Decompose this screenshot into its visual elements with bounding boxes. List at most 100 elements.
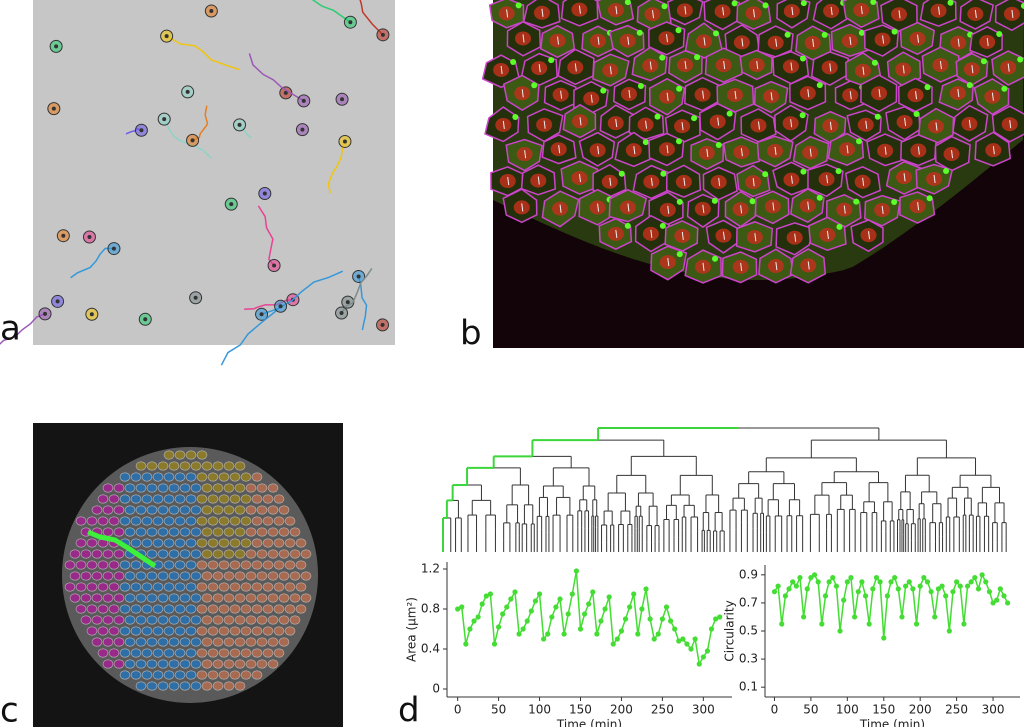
data-point <box>895 586 901 592</box>
polarity <box>521 203 524 212</box>
marker <box>660 170 667 177</box>
cell <box>157 615 169 625</box>
polarity <box>884 146 887 155</box>
marker <box>816 82 823 89</box>
cell <box>135 505 147 515</box>
cell <box>86 516 98 526</box>
marker <box>799 55 806 62</box>
cell <box>284 626 296 636</box>
cell <box>102 483 114 493</box>
cell-track <box>359 0 384 36</box>
cell <box>108 582 120 592</box>
cell <box>267 637 279 647</box>
panel-a-image <box>0 0 395 366</box>
cell <box>86 538 98 548</box>
cell <box>190 571 202 581</box>
cell <box>124 571 136 581</box>
cell <box>262 648 274 658</box>
marker <box>913 110 920 117</box>
cell-nucleus <box>278 304 283 309</box>
polarity <box>791 7 794 16</box>
polarity <box>917 34 920 43</box>
cell <box>245 637 257 647</box>
cell <box>179 505 191 515</box>
cell <box>223 461 235 471</box>
cell <box>130 670 142 680</box>
cell <box>80 615 92 625</box>
cell <box>97 560 109 570</box>
data-point <box>903 583 909 589</box>
marker <box>548 57 555 64</box>
polarity <box>703 37 706 46</box>
cell <box>300 571 312 581</box>
cell <box>146 527 158 537</box>
data-point <box>808 575 814 581</box>
marker <box>947 0 954 6</box>
cell <box>80 571 92 581</box>
data-point <box>870 586 876 592</box>
polarity <box>649 61 652 70</box>
marker <box>661 3 668 10</box>
cell <box>113 549 125 559</box>
cell <box>223 659 235 669</box>
polarity <box>597 146 600 155</box>
cell <box>201 483 213 493</box>
polarity <box>939 61 942 70</box>
cell <box>212 461 224 471</box>
cell <box>196 670 208 680</box>
polarity <box>882 35 885 44</box>
data-point <box>954 579 960 585</box>
cell <box>69 549 81 559</box>
cell <box>256 637 268 647</box>
cell <box>86 560 98 570</box>
marker <box>855 138 862 145</box>
cell <box>130 538 142 548</box>
marker <box>980 58 987 65</box>
cell <box>163 626 175 636</box>
cell-track <box>244 298 294 310</box>
cell <box>245 527 257 537</box>
polarity <box>775 38 778 47</box>
cell <box>97 648 109 658</box>
cell <box>207 538 219 548</box>
marker <box>871 59 878 66</box>
cell <box>185 626 197 636</box>
marker <box>712 255 719 262</box>
marker <box>676 198 683 205</box>
cell <box>124 615 136 625</box>
data-point <box>822 593 829 599</box>
polarity <box>628 89 631 99</box>
cell <box>234 593 246 603</box>
cell <box>223 527 235 537</box>
data-point <box>667 618 674 624</box>
x-axis-label: Time (min) <box>556 718 622 727</box>
polarity <box>537 176 540 185</box>
polarity <box>740 205 743 214</box>
data-point <box>917 583 923 589</box>
cell <box>113 593 125 603</box>
cell <box>240 494 252 504</box>
cell <box>218 538 230 548</box>
data-point <box>520 626 526 632</box>
data-point <box>779 621 785 627</box>
polarity <box>794 233 797 242</box>
x-tick-label: 100 <box>528 703 551 717</box>
data-point <box>913 621 920 627</box>
polarity <box>702 204 705 213</box>
polarity <box>829 121 832 130</box>
cell <box>179 527 191 537</box>
polarity <box>849 91 852 100</box>
data-point <box>622 616 629 622</box>
polarity <box>521 89 524 98</box>
cell-nucleus <box>300 127 305 132</box>
marker <box>858 29 865 36</box>
cell <box>102 659 114 669</box>
data-point <box>961 621 967 627</box>
cell <box>124 527 136 537</box>
data-point <box>565 611 571 617</box>
cell <box>113 659 125 669</box>
data-point <box>680 636 686 642</box>
polarity <box>590 94 593 103</box>
cell <box>234 505 246 515</box>
polarity <box>579 174 582 183</box>
